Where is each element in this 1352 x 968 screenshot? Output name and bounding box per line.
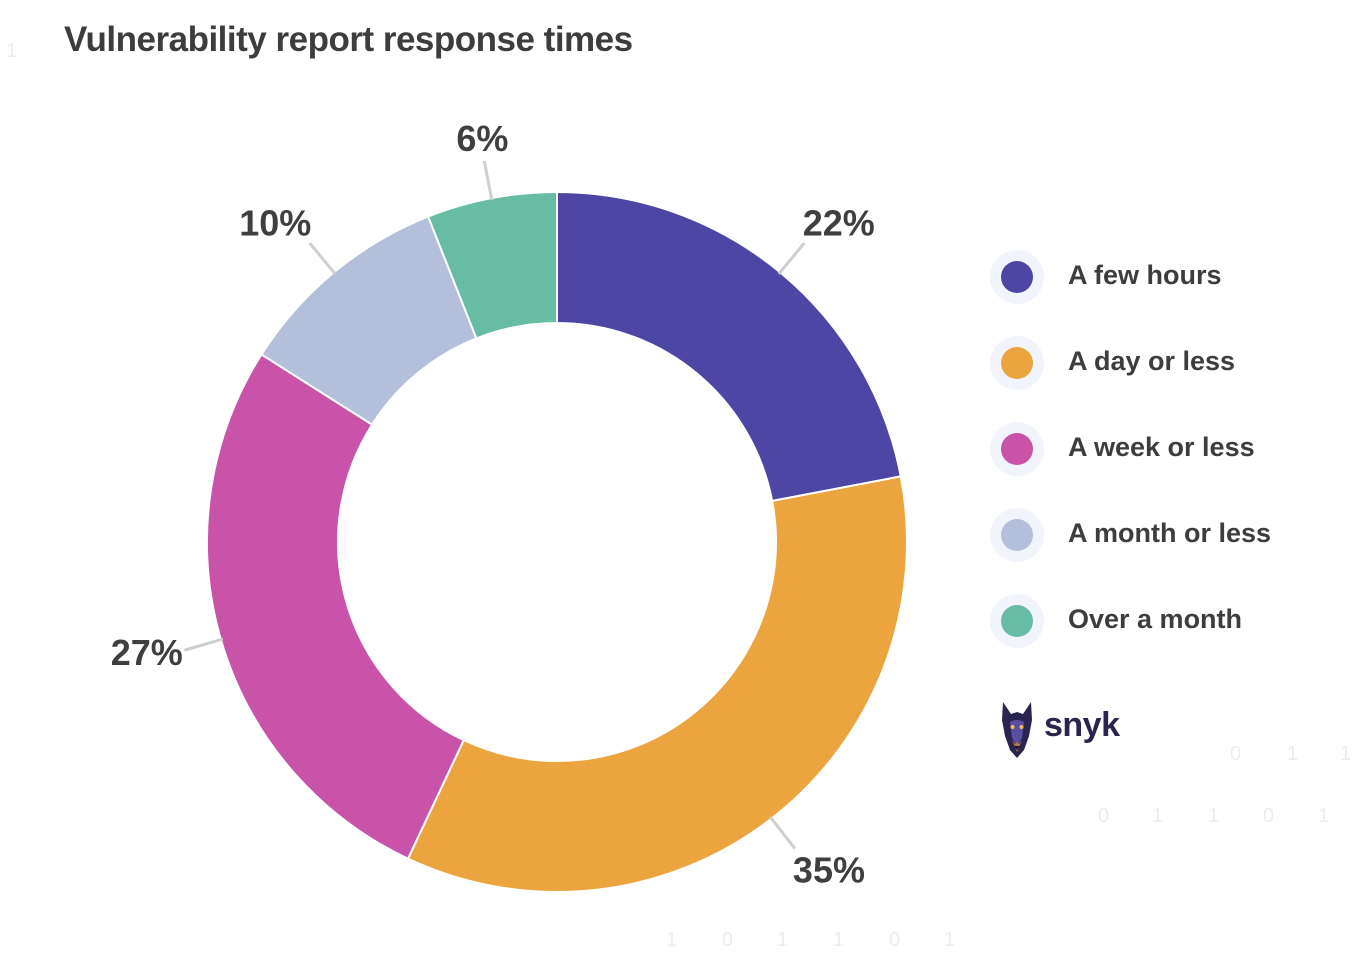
background-digit: 1	[777, 929, 788, 951]
background-digit: 0	[1098, 805, 1109, 827]
legend-swatch-ring	[990, 336, 1044, 390]
legend-swatch-a-day-or-less	[1001, 347, 1033, 379]
value-label-a-week-or-less: 27%	[111, 632, 183, 673]
background-digit: 1	[6, 40, 17, 62]
doberman-icon	[1002, 702, 1032, 758]
legend-swatch-ring	[990, 594, 1044, 648]
background-binary-digits: 1 0 1 1 0 1 1 0 1 1 0 1 1 0 1	[6, 40, 1351, 951]
value-label-a-few-hours: 22%	[803, 202, 875, 243]
value-label-a-day-or-less: 35%	[793, 849, 865, 890]
background-digit: 1	[1208, 805, 1219, 827]
legend-label: A few hours	[1068, 260, 1222, 290]
leader-line-a-few-hours	[777, 242, 806, 275]
value-label-a-month-or-less: 10%	[239, 202, 311, 243]
slice-over-a-month	[426, 190, 558, 340]
slice-a-day-or-less	[406, 475, 908, 893]
background-digit: 0	[722, 929, 733, 951]
leader-line-a-week-or-less	[183, 637, 224, 652]
leader-line-a-day-or-less	[769, 816, 796, 850]
background-digit: 1	[1318, 805, 1329, 827]
legend-label: A week or less	[1068, 432, 1255, 462]
leader-line-a-month-or-less	[308, 242, 337, 275]
legend-label: A day or less	[1068, 346, 1236, 376]
leader-line-over-a-month	[482, 160, 494, 201]
legend-swatch-ring	[990, 250, 1044, 304]
label-leader-lines	[183, 160, 806, 850]
background-digit: 1	[1340, 743, 1351, 765]
legend-label: Over a month	[1068, 604, 1243, 634]
background-digit: 0	[1263, 805, 1274, 827]
donut-slices	[206, 190, 908, 893]
chart-title: Vulnerability report response times	[64, 20, 633, 59]
background-digit: 1	[1287, 743, 1298, 765]
background-digit: 0	[889, 929, 900, 951]
background-digit: 0	[1230, 743, 1241, 765]
legend-label: A month or less	[1068, 518, 1272, 548]
background-digit: 1	[944, 929, 955, 951]
value-labels: 22% 35% 27% 10% 6%	[111, 118, 875, 890]
background-digit: 1	[1152, 805, 1163, 827]
legend-swatch-a-few-hours	[1001, 261, 1033, 293]
legend-swatch-a-month-or-less	[1001, 519, 1033, 551]
slice-a-week-or-less	[206, 353, 466, 861]
brand-name: snyk	[1044, 706, 1120, 744]
value-label-over-a-month: 6%	[456, 118, 508, 159]
slice-a-few-hours	[556, 190, 902, 503]
legend-swatch-over-a-month	[1001, 605, 1033, 637]
legend-swatch-ring	[990, 508, 1044, 562]
legend-swatch-ring	[990, 422, 1044, 476]
background-digit: 1	[666, 929, 677, 951]
background-digit: 1	[833, 929, 844, 951]
legend-swatch-a-week-or-less	[1001, 433, 1033, 465]
